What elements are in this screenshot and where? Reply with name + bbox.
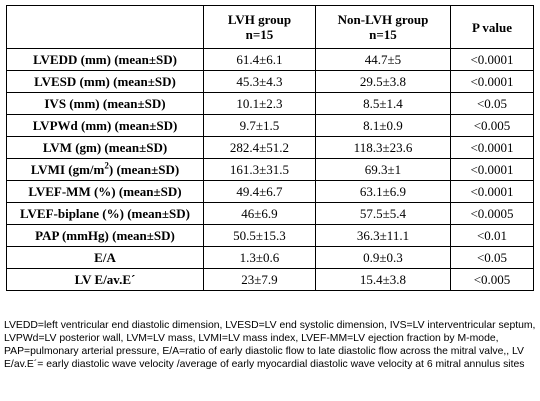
non-lvh-value: 63.1±6.9	[315, 180, 451, 203]
echo-parameters-table: LVH group n=15 Non-LVH group n=15 P valu…	[6, 5, 534, 291]
p-value: <0.0001	[450, 180, 534, 203]
row-label: LVM (gm) (mean±SD)	[6, 136, 204, 159]
row-label-superscript: 2	[104, 160, 109, 171]
row-label: PAP (mmHg) (mean±SD)	[6, 224, 204, 247]
table-row-lvpwd: LVPWd (mm) (mean±SD) 9.7±1.5 8.1±0.9 <0.…	[6, 114, 534, 137]
lvh-value: 61.4±6.1	[203, 48, 316, 71]
table-row-lvef-mm: LVEF-MM (%) (mean±SD) 49.4±6.7 63.1±6.9 …	[6, 180, 534, 203]
non-lvh-value: 118.3±23.6	[315, 136, 451, 159]
lvh-value: 282.4±51.2	[203, 136, 316, 159]
non-lvh-value: 8.5±1.4	[315, 92, 451, 115]
p-value: <0.0001	[450, 48, 534, 71]
p-value: <0.05	[450, 246, 534, 269]
row-label-main: LVMI (gm/m	[30, 162, 105, 177]
p-value: <0.01	[450, 224, 534, 247]
lvh-value: 1.3±0.6	[203, 246, 316, 269]
table-row-lvef-biplane: LVEF-biplane (%) (mean±SD) 46±6.9 57.5±5…	[6, 202, 534, 225]
lvh-value: 10.1±2.3	[203, 92, 316, 115]
header-lvh-group: LVH group n=15	[203, 5, 316, 49]
header-non-lvh-group-n: n=15	[369, 27, 397, 42]
table-row-e-a: E/A 1.3±0.6 0.9±0.3 <0.05	[6, 246, 534, 269]
non-lvh-value: 8.1±0.9	[315, 114, 451, 137]
table-row-ivs: IVS (mm) (mean±SD) 10.1±2.3 8.5±1.4 <0.0…	[6, 92, 534, 115]
lvh-value: 45.3±4.3	[203, 70, 316, 93]
non-lvh-value: 29.5±3.8	[315, 70, 451, 93]
p-value: <0.05	[450, 92, 534, 115]
table-row-lvm: LVM (gm) (mean±SD) 282.4±51.2 118.3±23.6…	[6, 136, 534, 159]
header-non-lvh-group: Non-LVH group n=15	[315, 5, 451, 49]
non-lvh-value: 44.7±5	[315, 48, 451, 71]
lvh-value: 50.5±15.3	[203, 224, 316, 247]
table-row-lvmi: LVMI (gm/m2) (mean±SD) 161.3±31.5 69.3±1…	[6, 158, 534, 181]
row-label: LVEF-MM (%) (mean±SD)	[6, 180, 204, 203]
p-value: <0.0005	[450, 202, 534, 225]
row-label: LVPWd (mm) (mean±SD)	[6, 114, 204, 137]
p-value: <0.0001	[450, 158, 534, 181]
header-non-lvh-group-title: Non-LVH group	[337, 12, 429, 27]
table-header-row: LVH group n=15 Non-LVH group n=15 P valu…	[6, 5, 534, 49]
non-lvh-value: 36.3±11.1	[315, 224, 451, 247]
lvh-value: 9.7±1.5	[203, 114, 316, 137]
header-empty-cell	[6, 5, 204, 49]
row-label: LVEDD (mm) (mean±SD)	[6, 48, 204, 71]
non-lvh-value: 57.5±5.4	[315, 202, 451, 225]
non-lvh-value: 15.4±3.8	[315, 268, 451, 291]
row-label-suffix: ) (mean±SD)	[108, 162, 180, 177]
non-lvh-value: 69.3±1	[315, 158, 451, 181]
p-value: <0.005	[450, 268, 534, 291]
row-label: IVS (mm) (mean±SD)	[6, 92, 204, 115]
table-row-pap: PAP (mmHg) (mean±SD) 50.5±15.3 36.3±11.1…	[6, 224, 534, 247]
table-footnote: LVEDD=left ventricular end diastolic dim…	[4, 320, 536, 370]
row-label: LVEF-biplane (%) (mean±SD)	[6, 202, 204, 225]
lvh-value: 23±7.9	[203, 268, 316, 291]
header-lvh-group-n: n=15	[245, 27, 274, 42]
lvh-value: 49.4±6.7	[203, 180, 316, 203]
row-label: LVMI (gm/m2) (mean±SD)	[6, 158, 204, 181]
row-label: LV E/av.E´	[6, 268, 204, 291]
p-value: <0.0001	[450, 70, 534, 93]
header-lvh-group-title: LVH group	[227, 12, 292, 27]
p-value: <0.0001	[450, 136, 534, 159]
p-value: <0.005	[450, 114, 534, 137]
header-p-value: P value	[450, 5, 534, 49]
row-label: LVESD (mm) (mean±SD)	[6, 70, 204, 93]
table-row-lv-e-ave: LV E/av.E´ 23±7.9 15.4±3.8 <0.005	[6, 268, 534, 291]
lvh-value: 46±6.9	[203, 202, 316, 225]
table-row-lvedd: LVEDD (mm) (mean±SD) 61.4±6.1 44.7±5 <0.…	[6, 48, 534, 71]
lvh-value: 161.3±31.5	[203, 158, 316, 181]
row-label: E/A	[6, 246, 204, 269]
table-row-lvesd: LVESD (mm) (mean±SD) 45.3±4.3 29.5±3.8 <…	[6, 70, 534, 93]
non-lvh-value: 0.9±0.3	[315, 246, 451, 269]
